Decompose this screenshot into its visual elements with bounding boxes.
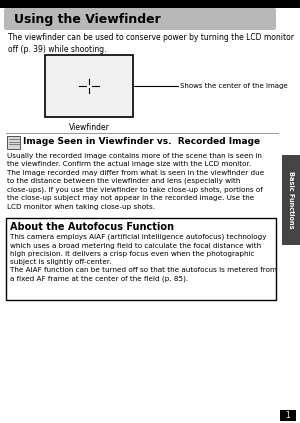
Bar	[7, 136, 20, 149]
Text: The viewfinder can be used to conserve power by turning the LCD monitor
off (p. : The viewfinder can be used to conserve p…	[8, 33, 294, 55]
Text: Usually the recorded image contains more of the scene than is seen in
the viewfi: Usually the recorded image contains more…	[7, 153, 264, 209]
Bar	[6, 218, 276, 300]
Bar	[45, 55, 133, 117]
Text: Basic Functions: Basic Functions	[288, 171, 294, 229]
FancyBboxPatch shape	[4, 8, 276, 30]
Text: Using the Viewfinder: Using the Viewfinder	[14, 13, 161, 25]
Bar	[280, 410, 296, 421]
Text: Shows the center of the image: Shows the center of the image	[180, 83, 288, 89]
Bar	[282, 155, 300, 245]
Text: Image Seen in Viewfinder vs.  Recorded Image: Image Seen in Viewfinder vs. Recorded Im…	[23, 137, 260, 146]
Text: This camera employs AiAF (artificial intelligence autofocus) technology
which us: This camera employs AiAF (artificial int…	[10, 234, 277, 282]
Text: Viewfinder: Viewfinder	[69, 123, 110, 132]
Text: 1: 1	[286, 411, 290, 420]
Bar	[0, 0, 300, 8]
Text: About the Autofocus Function: About the Autofocus Function	[10, 222, 174, 232]
